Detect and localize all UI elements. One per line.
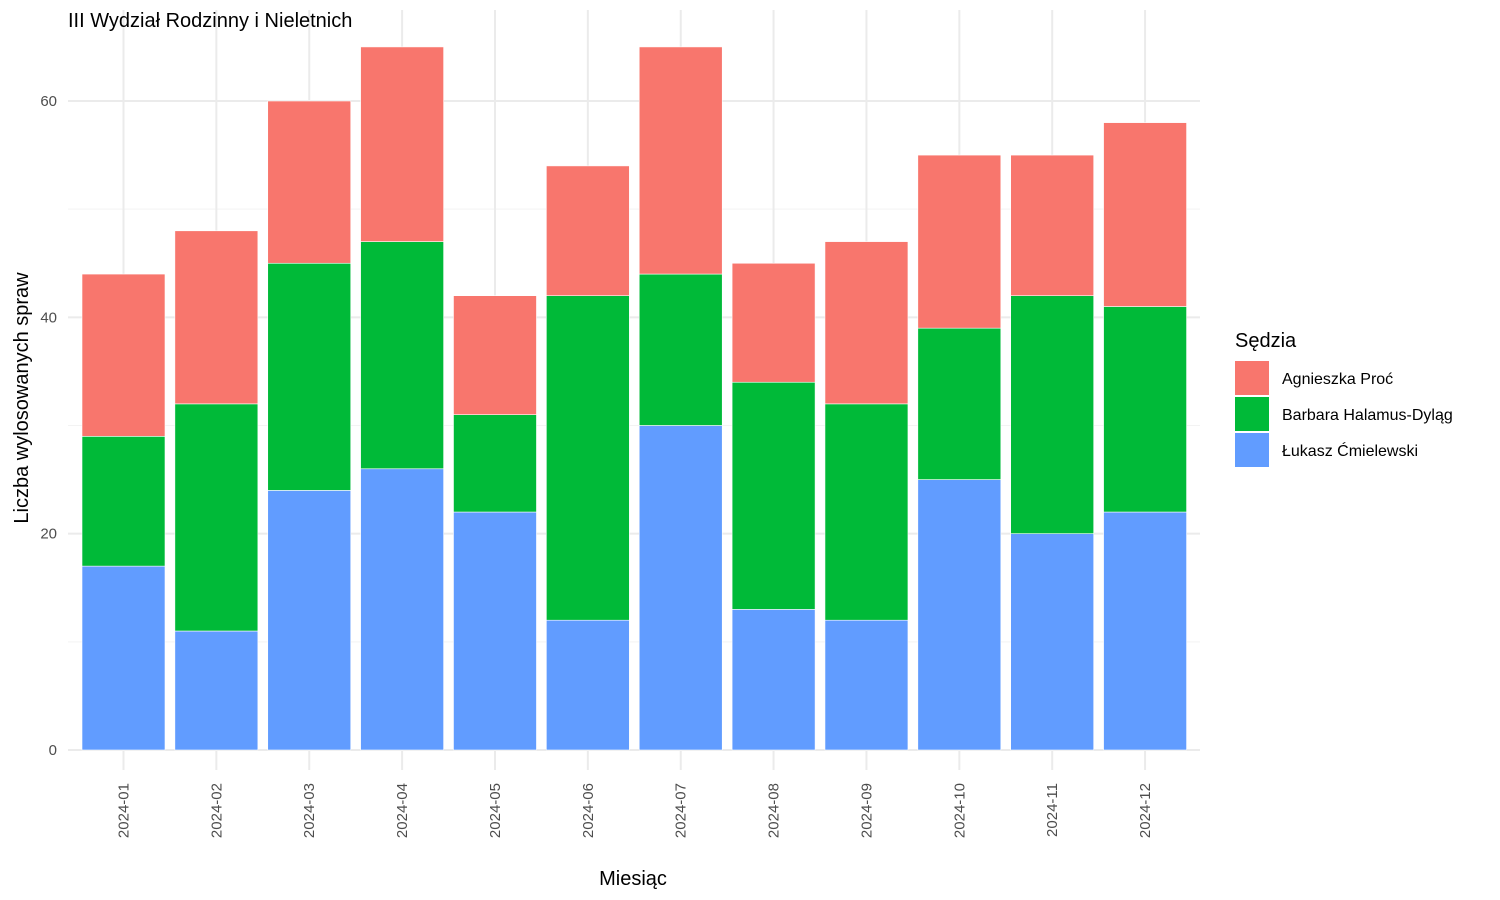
y-tick-label: 0 xyxy=(49,742,57,759)
bar-segment xyxy=(453,295,537,415)
x-tick-label: 2024-05 xyxy=(487,783,504,838)
x-tick-label: 2024-11 xyxy=(1044,783,1061,837)
bar-segment xyxy=(267,100,352,264)
bar-segment xyxy=(546,619,630,751)
legend-key xyxy=(1235,361,1269,395)
bar-segment xyxy=(731,381,816,610)
bar-segment xyxy=(731,262,816,383)
bar-segment xyxy=(731,609,816,751)
bar-segment xyxy=(824,403,909,621)
bar-segment xyxy=(453,511,537,751)
legend: Sędzia Agnieszka Proć Barbara Halamus-Dyl… xyxy=(1235,330,1453,467)
x-tick-label: 2024-08 xyxy=(766,783,783,838)
bar-segment xyxy=(81,436,166,567)
bar-segment xyxy=(546,295,630,621)
x-tick-label: 2024-07 xyxy=(673,783,690,838)
x-tick-label: 2024-02 xyxy=(208,783,225,838)
x-tick-label: 2024-04 xyxy=(394,783,411,838)
bar-segment xyxy=(638,46,723,275)
legend-label: Barbara Halamus-Dyląg xyxy=(1282,407,1453,424)
legend-title: Sędzia xyxy=(1235,330,1297,352)
bar-segment xyxy=(360,468,444,751)
legend-label: Łukasz Ćmielewski xyxy=(1282,441,1418,460)
bar-segment xyxy=(267,490,352,751)
x-tick-label: 2024-12 xyxy=(1137,783,1154,838)
bar-segment xyxy=(917,327,1002,480)
bar-segment xyxy=(1103,122,1187,307)
x-tick-label: 2024-09 xyxy=(858,783,875,838)
x-tick-label: 2024-03 xyxy=(301,783,318,838)
legend-key xyxy=(1235,433,1269,467)
bar-segment xyxy=(267,262,352,491)
chart-title: III Wydział Rodzinny i Nieletnich xyxy=(68,10,352,32)
x-axis-ticks: 2024-01 2024-02 2024-03 2024-04 2024-05 2024-… xyxy=(116,783,1155,838)
x-tick-label: 2024-06 xyxy=(580,783,597,838)
bar-segment xyxy=(638,425,723,751)
bar-segment xyxy=(453,414,537,513)
bar-segment xyxy=(546,165,630,296)
x-axis-title: Miesiąc xyxy=(599,868,667,890)
x-tick-label: 2024-01 xyxy=(116,783,133,838)
x-tick-label: 2024-10 xyxy=(951,783,968,838)
bar-segment xyxy=(360,46,444,242)
bars xyxy=(81,46,1187,751)
y-tick-label: 40 xyxy=(40,309,57,326)
bar-segment xyxy=(1010,295,1095,534)
bar-segment xyxy=(1103,306,1187,513)
y-tick-label: 60 xyxy=(40,93,57,110)
bar-segment xyxy=(81,273,166,437)
y-axis-ticks: 0 20 40 60 xyxy=(40,93,57,759)
bar-segment xyxy=(824,619,909,751)
legend-label: Agnieszka Proć xyxy=(1282,371,1393,388)
bar-segment xyxy=(917,154,1002,329)
bar-segment xyxy=(174,230,259,405)
bar-segment xyxy=(917,479,1002,751)
bar-segment xyxy=(81,565,166,751)
y-axis-title: Liczba wylosowanych spraw xyxy=(11,272,33,524)
bar-segment xyxy=(638,273,723,426)
bar-segment xyxy=(174,403,259,632)
bar-segment xyxy=(1010,154,1095,296)
bar-segment xyxy=(360,241,444,470)
bar-segment xyxy=(174,630,259,751)
y-tick-label: 20 xyxy=(40,526,57,543)
bar-segment xyxy=(1103,511,1187,751)
bar-segment xyxy=(1010,533,1095,751)
bar-segment xyxy=(824,241,909,405)
legend-key xyxy=(1235,397,1269,431)
